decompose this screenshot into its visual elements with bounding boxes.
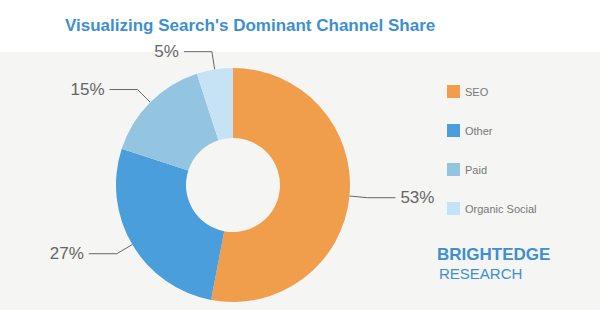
svg-text:Visualizing Search's Dominant: Visualizing Search's Dominant Channel Sh… bbox=[65, 16, 435, 35]
svg-text:Organic Social: Organic Social bbox=[465, 203, 537, 215]
svg-text:BRIGHTEDGE: BRIGHTEDGE bbox=[437, 245, 550, 264]
svg-text:15%: 15% bbox=[71, 80, 105, 99]
svg-text:53%: 53% bbox=[400, 188, 434, 207]
svg-text:SEO: SEO bbox=[465, 86, 489, 98]
svg-text:Other: Other bbox=[465, 125, 493, 137]
svg-text:Paid: Paid bbox=[465, 164, 487, 176]
svg-text:27%: 27% bbox=[50, 244, 84, 263]
svg-text:RESEARCH: RESEARCH bbox=[439, 265, 522, 282]
svg-text:5%: 5% bbox=[154, 42, 179, 61]
